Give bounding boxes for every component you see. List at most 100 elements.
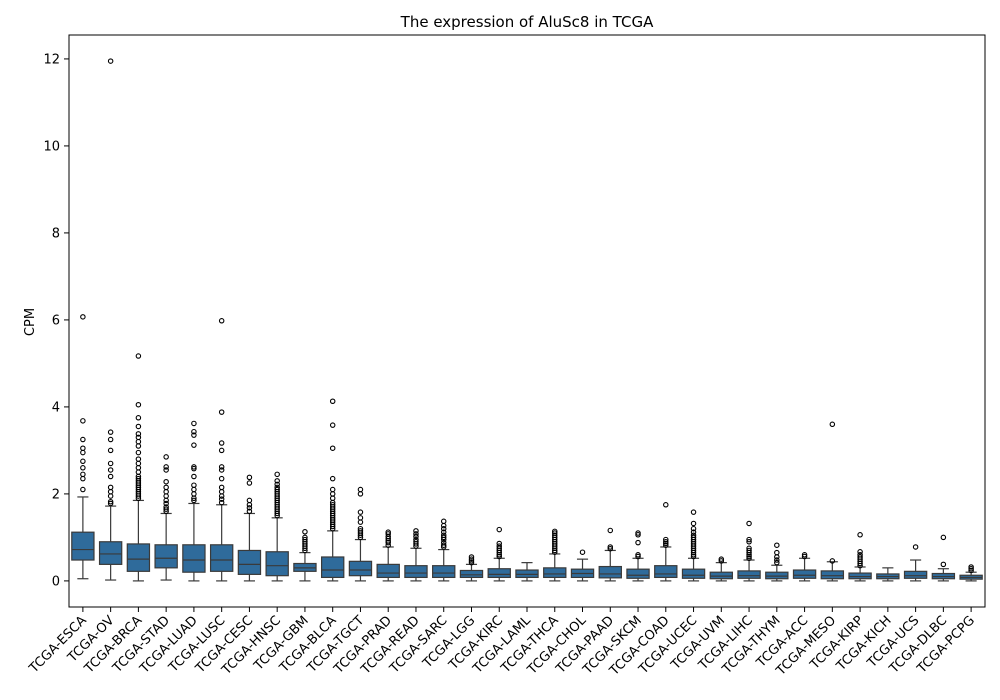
outlier-point <box>690 525 697 532</box>
box-tcga-meso <box>820 421 845 582</box>
iqr-box <box>626 568 650 579</box>
outlier-point <box>746 536 752 543</box>
outlier-point <box>80 465 86 471</box>
outlier-point <box>107 447 114 454</box>
outlier-point <box>690 529 697 535</box>
box-tcga-skcm <box>626 530 650 582</box>
outlier-point <box>191 432 197 438</box>
outlier-point <box>857 532 863 538</box>
box-tcga-cesc <box>237 474 262 582</box>
outlier-point <box>607 527 614 534</box>
outlier-point <box>107 493 114 499</box>
outlier-point <box>968 564 974 570</box>
outlier-point <box>274 478 280 484</box>
outlier-point <box>107 429 114 435</box>
box-tcga-lusc <box>209 318 234 582</box>
outlier-point <box>107 473 114 480</box>
outlier-point <box>218 464 225 470</box>
outlier-point <box>440 518 447 525</box>
iqr-box <box>265 551 289 577</box>
outlier-point <box>607 545 614 552</box>
outlier-point <box>329 495 336 502</box>
outlier-point <box>191 486 197 493</box>
box-tcga-sarc <box>432 518 456 582</box>
iqr-box <box>98 541 123 565</box>
outlier-point <box>135 449 142 456</box>
outlier-point <box>135 401 142 408</box>
outlier-point <box>468 559 475 566</box>
outlier-point <box>191 491 197 497</box>
outlier-point <box>191 442 197 448</box>
outlier-point <box>357 486 364 493</box>
box-tcga-kich <box>876 567 900 582</box>
outlier-point <box>746 539 752 545</box>
outlier-point <box>80 445 86 451</box>
y-tick-label: 8 <box>52 226 60 241</box>
box-series <box>71 58 983 582</box>
outlier-point <box>829 558 836 564</box>
outlier-point <box>329 475 336 482</box>
outlier-point <box>801 552 808 558</box>
outlier-point <box>80 436 86 443</box>
iqr-box <box>681 568 706 579</box>
iqr-box <box>848 572 872 580</box>
outlier-point <box>135 475 142 482</box>
outlier-point <box>80 458 86 465</box>
iqr-box <box>209 544 234 572</box>
box-tcga-acc <box>792 552 817 582</box>
outlier-point <box>690 532 697 538</box>
outlier-point <box>163 504 169 510</box>
outlier-point <box>80 475 86 482</box>
outlier-point <box>440 539 447 546</box>
outlier-point <box>107 58 114 64</box>
outlier-point <box>218 475 225 482</box>
outlier-point <box>440 534 447 541</box>
box-tcga-uvm <box>709 556 734 582</box>
iqr-box <box>376 563 400 579</box>
outlier-point <box>663 502 669 508</box>
iqr-box <box>654 565 678 579</box>
outlier-point <box>274 471 280 478</box>
outlier-point <box>774 557 780 563</box>
iqr-box <box>432 565 456 579</box>
outlier-point <box>135 415 142 421</box>
iqr-box <box>820 570 845 580</box>
box-tcga-ucs <box>903 544 928 582</box>
outlier-point <box>635 530 641 536</box>
outlier-point <box>163 506 169 512</box>
outlier-point <box>413 531 419 537</box>
box-tcga-ucec <box>681 509 706 582</box>
box-tcga-lihc <box>737 520 761 582</box>
outlier-point <box>163 464 169 470</box>
box-tcga-coad <box>654 502 678 582</box>
box-tcga-thca <box>543 528 567 582</box>
outlier-point <box>746 555 752 562</box>
outlier-point <box>774 549 780 556</box>
outlier-point <box>968 565 974 572</box>
outlier-point <box>163 467 169 473</box>
outlier-point <box>385 529 391 535</box>
outlier-point <box>496 543 502 549</box>
y-tick-label: 12 <box>43 52 60 67</box>
outlier-point <box>940 534 947 541</box>
y-axis-title: CPM <box>23 308 38 336</box>
iqr-box <box>126 543 151 572</box>
outlier-point <box>107 498 114 505</box>
outlier-point <box>302 536 308 543</box>
outlier-point <box>163 454 169 460</box>
outlier-point <box>857 549 863 555</box>
outlier-point <box>413 539 419 545</box>
box-tcga-stad <box>154 454 178 581</box>
outlier-point <box>440 542 447 548</box>
outlier-point <box>357 519 364 525</box>
outlier-point <box>107 488 114 495</box>
outlier-point <box>191 473 197 480</box>
box-tcga-kirc <box>487 526 511 582</box>
outlier-point <box>135 456 142 462</box>
outlier-point <box>329 398 336 405</box>
outlier-point <box>329 486 336 493</box>
box-tcga-esca <box>71 314 95 580</box>
box-tcga-dlbc <box>931 534 956 582</box>
outlier-point <box>218 467 225 473</box>
outlier-point <box>940 561 947 568</box>
